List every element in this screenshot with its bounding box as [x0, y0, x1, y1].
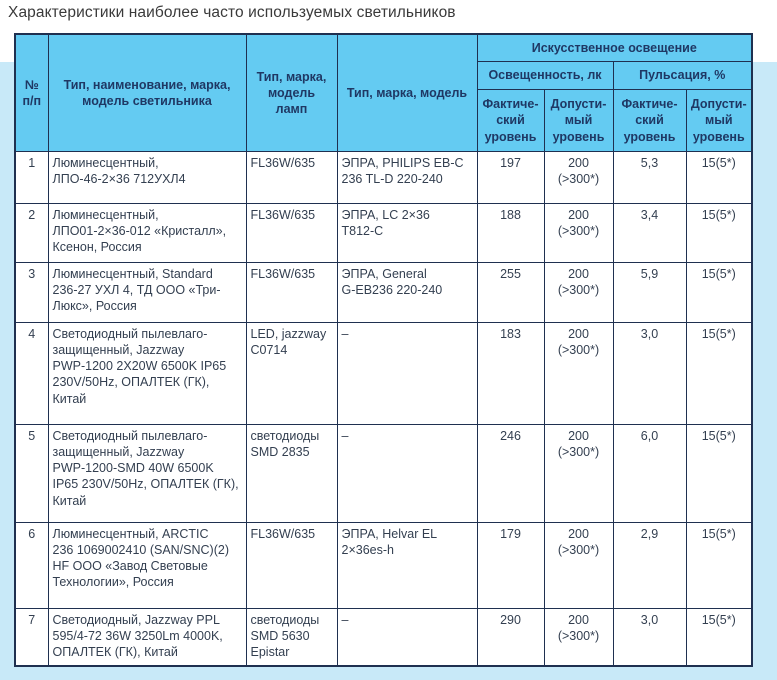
header-ballast: Тип, марка, модель [336, 33, 478, 152]
fixtures-table: № п/п Тип, наименование, марка, модель с… [14, 33, 754, 667]
cell-ballast: – [336, 423, 478, 523]
cell-lux-allowed: 200 (>300*) [543, 607, 614, 667]
cell-pulse-allowed: 15(5*) [685, 423, 753, 523]
cell-num: 6 [14, 521, 49, 609]
cell-ballast: ЭПРА, Helvar EL 2×36es-h [336, 521, 478, 609]
cell-lux-allowed: 200 (>300*) [543, 521, 614, 609]
cell-lamp: светодиоды SMD 2835 [245, 423, 338, 523]
cell-lux-actual: 179 [476, 521, 545, 609]
cell-num: 4 [14, 321, 49, 425]
cell-pulse-allowed: 15(5*) [685, 261, 753, 323]
cell-lux-allowed: 200 (>300*) [543, 321, 614, 425]
cell-num: 5 [14, 423, 49, 523]
cell-num: 1 [14, 150, 49, 204]
cell-num: 2 [14, 202, 49, 263]
table-row: 7 Светодиодный, Jazzway PPL 595/4-72 36W… [14, 607, 753, 667]
header-pulse-actual: Фактиче- ский уровень [612, 88, 687, 152]
cell-pulse-allowed: 15(5*) [685, 321, 753, 425]
cell-lamp: FL36W/635 [245, 261, 338, 323]
cell-ballast: ЭПРА, PHILIPS EB-C 236 TL-D 220-240 [336, 150, 478, 204]
header-num: № п/п [14, 33, 49, 152]
cell-lux-actual: 255 [476, 261, 545, 323]
header-lux-allowed: Допусти- мый уровень [543, 88, 614, 152]
cell-pulse-allowed: 15(5*) [685, 150, 753, 204]
header-illuminance: Освещенность, лк [476, 60, 614, 90]
cell-pulse-allowed: 15(5*) [685, 607, 753, 667]
cell-lux-allowed: 200 (>300*) [543, 261, 614, 323]
cell-lux-actual: 188 [476, 202, 545, 263]
header-pulse-allowed: Допусти- мый уровень [685, 88, 753, 152]
cell-pulse-actual: 3,0 [612, 321, 687, 425]
cell-ballast: – [336, 321, 478, 425]
header-row-1: № п/п Тип, наименование, марка, модель с… [14, 33, 753, 152]
cell-lux-actual: 197 [476, 150, 545, 204]
cell-fixture: Люминесцентный, ЛПО-46-2×36 712УХЛ4 [47, 150, 247, 204]
cell-fixture: Светодиодный пылевлаго- защищенный, Jazz… [47, 321, 247, 425]
header-pulsation: Пульсация, % [612, 60, 753, 90]
cell-pulse-actual: 2,9 [612, 521, 687, 609]
page-title: Характеристики наиболее часто используем… [8, 4, 456, 21]
cell-pulse-allowed: 15(5*) [685, 202, 753, 263]
header-row-2: Освещенность, лк Пульсация, % [15, 60, 753, 90]
cell-num: 3 [14, 261, 49, 323]
cell-lux-actual: 183 [476, 321, 545, 425]
table-row: 3 Люминесцентный, Standard 236-27 УХЛ 4,… [14, 261, 753, 323]
header-lux-actual: Фактиче- ский уровень [476, 88, 545, 152]
header-artificial-lighting: Искусственное освещение [476, 33, 753, 62]
table-row: 5 Светодиодный пылевлаго- защищенный, Ja… [14, 423, 753, 523]
cell-lamp: FL36W/635 [245, 521, 338, 609]
header-lamp: Тип, марка, модель ламп [245, 33, 338, 152]
table-row: 6 Люминесцентный, ARCTIC 236 1069002410 … [14, 521, 753, 609]
cell-pulse-actual: 5,9 [612, 261, 687, 323]
table-row: 2 Люминесцентный, ЛПО01-2×36-012 «Криста… [14, 202, 753, 263]
cell-lamp: FL36W/635 [245, 150, 338, 204]
cell-lux-allowed: 200 (>300*) [543, 423, 614, 523]
cell-ballast: ЭПРА, General G-EB236 220-240 [336, 261, 478, 323]
cell-fixture: Люминесцентный, Standard 236-27 УХЛ 4, Т… [47, 261, 247, 323]
cell-pulse-actual: 3,4 [612, 202, 687, 263]
cell-pulse-actual: 3,0 [612, 607, 687, 667]
cell-lamp: светодиоды SMD 5630 Epistar [245, 607, 338, 667]
cell-lux-allowed: 200 (>300*) [543, 150, 614, 204]
cell-lamp: FL36W/635 [245, 202, 338, 263]
table-row: 4 Светодиодный пылевлаго- защищенный, Ja… [14, 321, 753, 425]
cell-pulse-allowed: 15(5*) [685, 521, 753, 609]
cell-pulse-actual: 5,3 [612, 150, 687, 204]
header-fixture: Тип, наименование, марка, модель светиль… [47, 33, 247, 152]
cell-num: 7 [14, 607, 49, 667]
cell-ballast: ЭПРА, LC 2×36 Т812-С [336, 202, 478, 263]
cell-fixture: Светодиодный, Jazzway PPL 595/4-72 36W 3… [47, 607, 247, 667]
cell-lamp: LED, jazzway C0714 [245, 321, 338, 425]
cell-lux-actual: 246 [476, 423, 545, 523]
table-row: 1 Люминесцентный, ЛПО-46-2×36 712УХЛ4 FL… [14, 150, 753, 204]
cell-fixture: Светодиодный пылевлаго- защищенный, Jazz… [47, 423, 247, 523]
cell-fixture: Люминесцентный, ARCTIC 236 1069002410 (S… [47, 521, 247, 609]
cell-ballast: – [336, 607, 478, 667]
cell-lux-actual: 290 [476, 607, 545, 667]
header-row-3: Фактиче- ский уровень Допусти- мый урове… [15, 88, 753, 152]
cell-fixture: Люминесцентный, ЛПО01-2×36-012 «Кристалл… [47, 202, 247, 263]
cell-lux-allowed: 200 (>300*) [543, 202, 614, 263]
cell-pulse-actual: 6,0 [612, 423, 687, 523]
